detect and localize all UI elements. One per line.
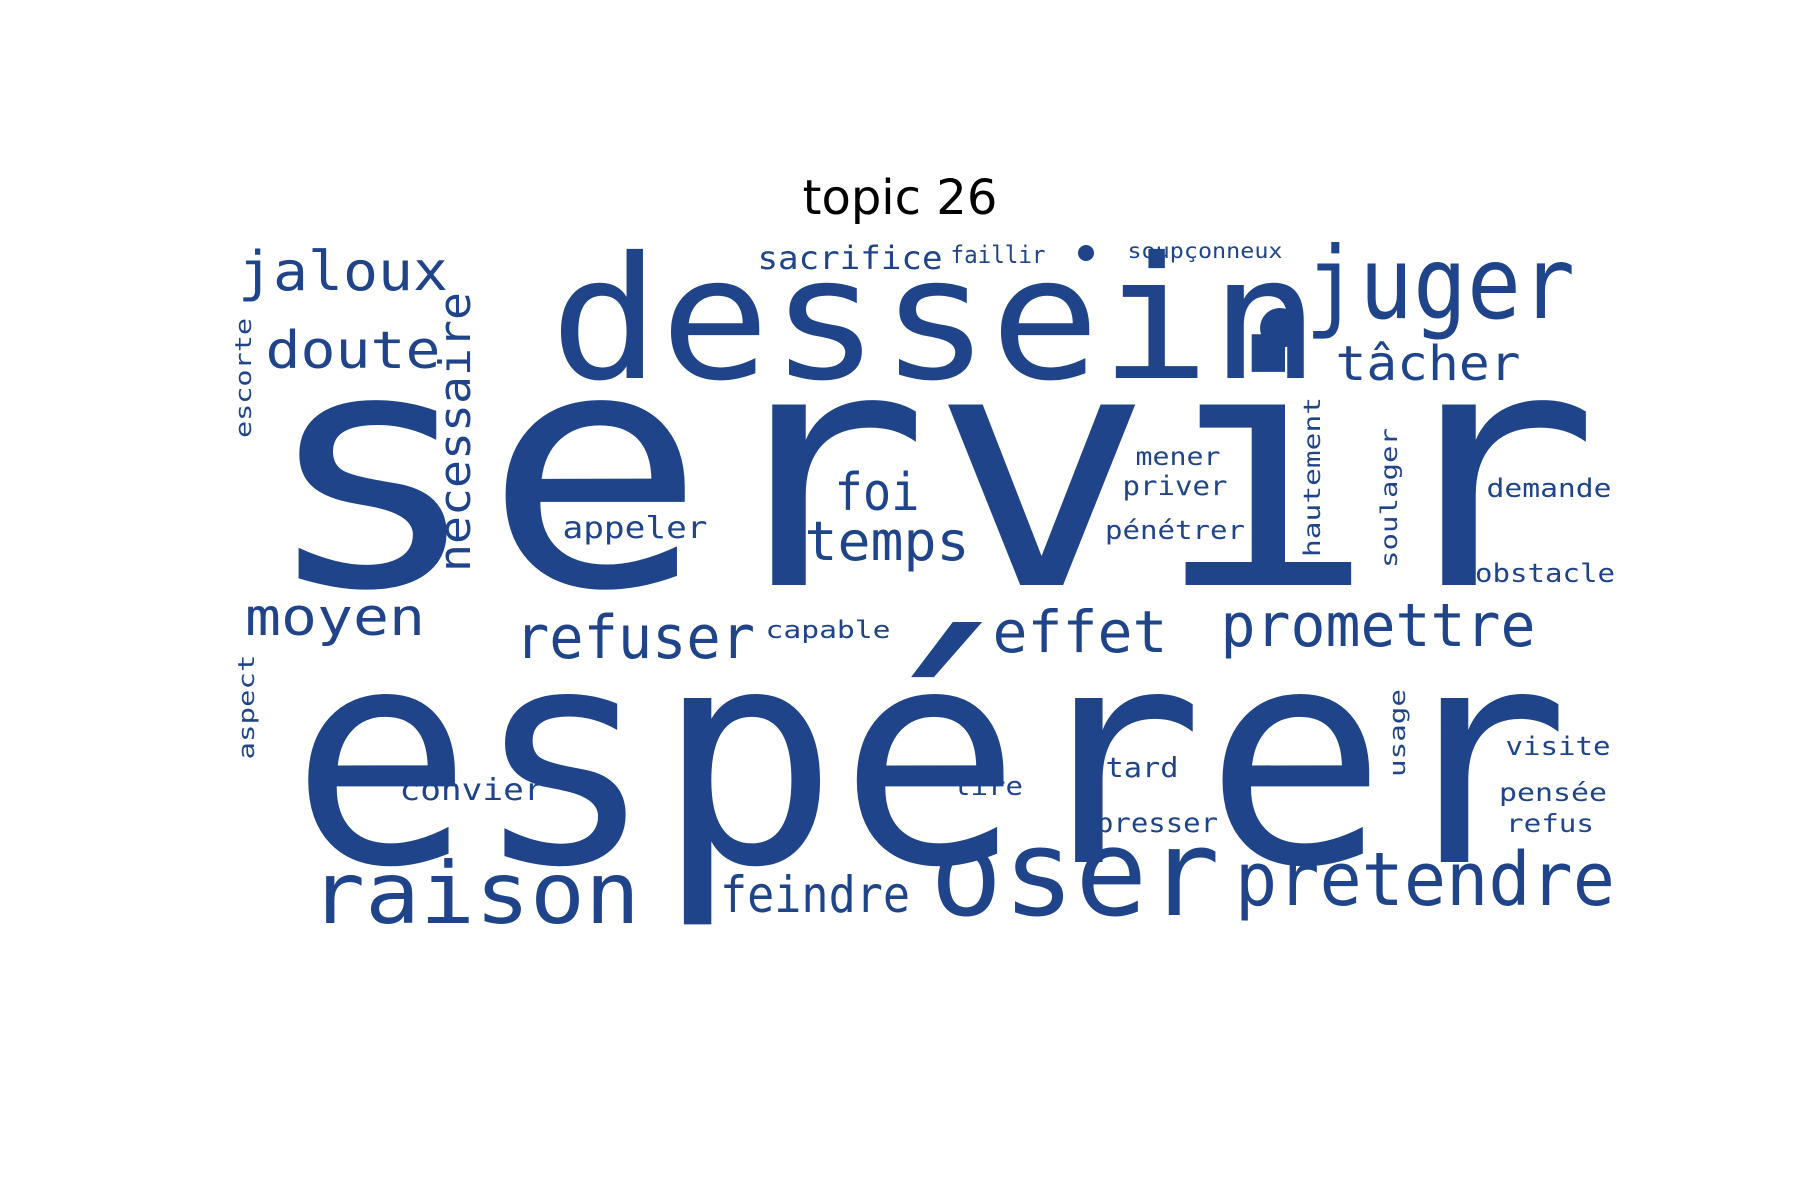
word-pénétrer: pénétrer [1105,516,1245,546]
word-pensée: pensée [1499,778,1607,807]
word-mener: mener [1136,442,1221,471]
word-hautement: hautement [1300,397,1326,557]
word-dessein: dessein [550,221,1320,419]
word-temps: temps [805,510,970,573]
word-prétendre: prétendre [1235,837,1615,923]
word-soulager: soulager [1377,428,1403,568]
word-promettre: promettre [1221,591,1536,661]
word-sacrifice: sacrifice [758,239,943,277]
word-tard: tard [1106,751,1179,784]
word-feindre: feindre [720,866,910,924]
word-lire: lire [953,772,1023,802]
word-jaloux: jaloux [238,240,448,303]
word-presser: presser [1096,808,1218,839]
word-refuser: refuser [515,603,755,673]
word-appeler: appeler [563,511,708,546]
word-soupçonneux: soupçonneux [1128,239,1283,263]
word-priver: priver [1123,471,1228,502]
word-capable: capable [766,616,891,644]
word-moyen: moyen [245,588,425,648]
word-demande: demande [1487,474,1612,504]
word-nécessaire: nécessaire [430,292,481,572]
word-effet: effet [993,598,1168,666]
word-aspect: aspect [235,655,260,760]
word-visite: visite [1506,732,1611,762]
word-convier: convier [400,773,545,808]
word-oser: oser [930,805,1220,944]
word-tâcher: tâcher [1336,336,1521,392]
word-refus: refus [1506,809,1594,838]
word-obstacle: obstacle [1475,559,1615,589]
word-espérer: espérer [290,584,1570,933]
word-dot-2 [1078,245,1094,261]
word-usage: usage [1386,689,1411,777]
figure-title: topic 26 [802,170,998,226]
word-doute: doute [266,321,441,381]
word-dot-1 [1260,308,1300,348]
word-escorte: escorte [232,318,257,438]
word-raison: raison [310,844,640,944]
word-juger: juger [1305,225,1575,342]
word-faillir: faillir [951,241,1046,269]
word-servir: servir [260,279,1600,663]
word-foi: foi [835,463,920,523]
